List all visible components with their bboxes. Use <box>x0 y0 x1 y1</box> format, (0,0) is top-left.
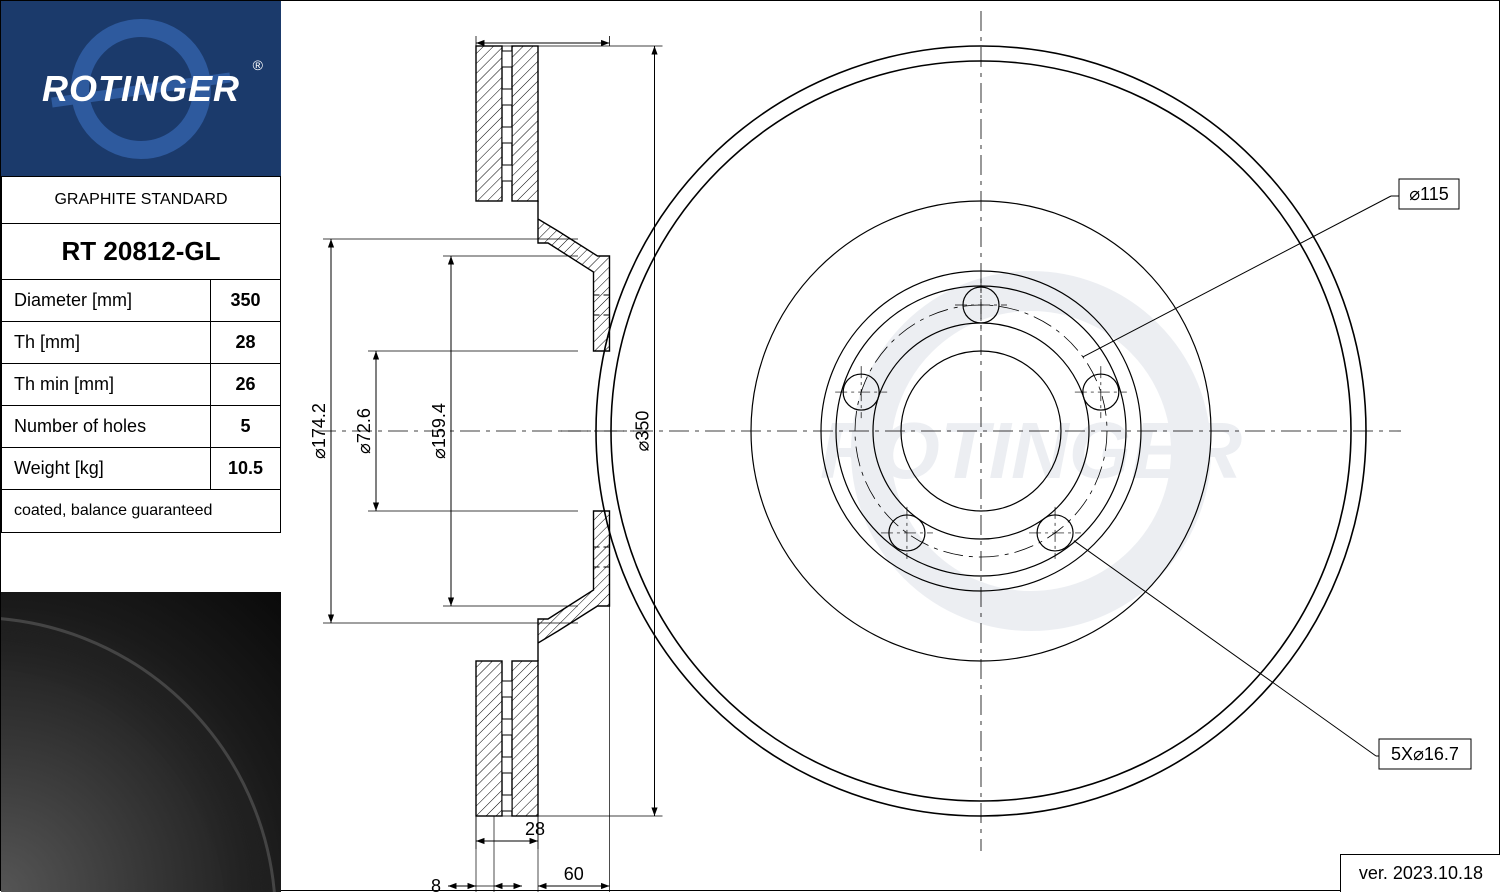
svg-text:28: 28 <box>525 819 545 839</box>
spec-label: Number of holes <box>2 406 211 448</box>
svg-text:⌀72.6: ⌀72.6 <box>354 408 374 454</box>
spec-value: 10.5 <box>211 448 281 490</box>
svg-text:60: 60 <box>564 864 584 884</box>
table-row: Th min [mm]26 <box>2 364 281 406</box>
product-photo <box>1 592 281 892</box>
spec-table: GRAPHITE STANDARD RT 20812-GL Diameter [… <box>1 176 281 533</box>
section-view-drawing: ⌀350 ⌀174.2 ⌀72.6 ⌀159.4 28 8 60 <box>281 1 1500 892</box>
page: ROTINGER ® GRAPHITE STANDARD RT 20812-GL… <box>0 0 1500 891</box>
version-label: ver. 2023.10.18 <box>1340 854 1500 892</box>
svg-text:⌀174.2: ⌀174.2 <box>309 403 329 459</box>
brand-logo: ROTINGER ® <box>1 1 281 176</box>
spec-label: Th min [mm] <box>2 364 211 406</box>
part-number: RT 20812-GL <box>2 224 281 280</box>
table-row: Weight [kg]10.5 <box>2 448 281 490</box>
spec-value: 350 <box>211 280 281 322</box>
svg-text:⌀159.4: ⌀159.4 <box>429 403 449 459</box>
spec-value: 5 <box>211 406 281 448</box>
table-row: Diameter [mm]350 <box>2 280 281 322</box>
brand-name: ROTINGER <box>42 68 240 110</box>
registered-icon: ® <box>253 57 263 73</box>
table-row: Number of holes5 <box>2 406 281 448</box>
sidebar: ROTINGER ® GRAPHITE STANDARD RT 20812-GL… <box>1 1 281 892</box>
standard-label: GRAPHITE STANDARD <box>2 177 281 224</box>
drawing-area: ROTINGER ⌀1155X⌀16.7 ⌀350⌀174.2⌀72.6⌀159… <box>281 1 1500 892</box>
spec-label: Th [mm] <box>2 322 211 364</box>
table-row: Th [mm]28 <box>2 322 281 364</box>
spec-note: coated, balance guaranteed <box>2 490 281 533</box>
svg-text:8: 8 <box>431 876 441 892</box>
spec-label: Diameter [mm] <box>2 280 211 322</box>
svg-text:⌀350: ⌀350 <box>633 411 653 452</box>
spec-value: 28 <box>211 322 281 364</box>
spec-value: 26 <box>211 364 281 406</box>
spec-label: Weight [kg] <box>2 448 211 490</box>
